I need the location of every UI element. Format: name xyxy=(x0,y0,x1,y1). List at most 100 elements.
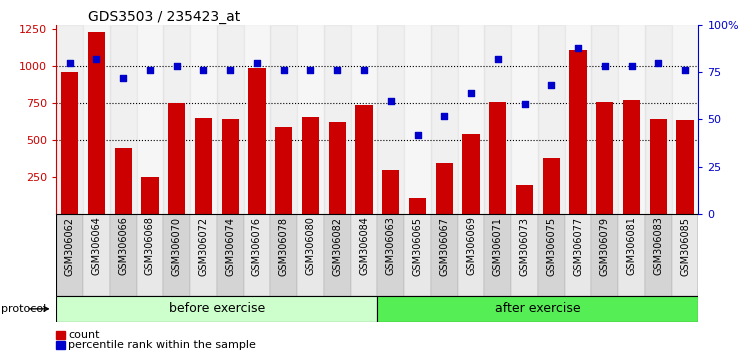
Bar xyxy=(163,214,190,296)
Text: GSM306070: GSM306070 xyxy=(172,217,182,276)
Text: GSM306068: GSM306068 xyxy=(145,217,155,275)
Point xyxy=(117,75,129,81)
Bar xyxy=(355,105,372,214)
Point xyxy=(465,90,477,96)
Point xyxy=(679,67,691,73)
Bar xyxy=(137,25,163,214)
Text: GSM306085: GSM306085 xyxy=(680,217,690,276)
Bar xyxy=(431,214,457,296)
Bar xyxy=(190,214,217,296)
Text: GSM306073: GSM306073 xyxy=(520,217,529,276)
Point xyxy=(439,113,451,119)
Text: count: count xyxy=(68,330,100,340)
Bar xyxy=(297,214,324,296)
Point xyxy=(90,56,102,62)
Bar xyxy=(511,214,538,296)
Point xyxy=(599,64,611,69)
Bar xyxy=(457,214,484,296)
Bar xyxy=(516,184,533,214)
Point xyxy=(518,102,530,107)
Text: GSM306076: GSM306076 xyxy=(252,217,262,276)
Bar xyxy=(324,214,351,296)
Bar xyxy=(324,25,351,214)
Point xyxy=(492,56,504,62)
Point xyxy=(385,98,397,103)
Text: GDS3503 / 235423_at: GDS3503 / 235423_at xyxy=(89,10,240,24)
Point xyxy=(225,67,237,73)
Text: protocol: protocol xyxy=(1,304,46,314)
Bar xyxy=(377,25,404,214)
Bar xyxy=(328,122,346,214)
Bar xyxy=(404,214,431,296)
Bar xyxy=(137,214,163,296)
Bar xyxy=(596,102,614,214)
Text: percentile rank within the sample: percentile rank within the sample xyxy=(68,340,256,350)
Bar xyxy=(88,32,105,214)
Point xyxy=(412,132,424,137)
Point xyxy=(304,67,316,73)
Bar xyxy=(275,127,292,214)
Bar xyxy=(217,214,243,296)
Bar xyxy=(141,177,158,214)
Bar xyxy=(351,214,377,296)
Text: GSM306071: GSM306071 xyxy=(493,217,502,276)
Bar xyxy=(542,158,560,214)
Text: GSM306077: GSM306077 xyxy=(573,217,583,276)
Bar xyxy=(61,72,78,214)
Bar xyxy=(163,25,190,214)
Bar xyxy=(114,148,132,214)
Bar xyxy=(195,118,213,214)
Point xyxy=(278,67,290,73)
Bar xyxy=(565,214,592,296)
Bar xyxy=(650,119,667,214)
Bar xyxy=(190,25,217,214)
Text: GSM306074: GSM306074 xyxy=(225,217,235,276)
Text: GSM306081: GSM306081 xyxy=(626,217,637,275)
Bar xyxy=(618,25,645,214)
Bar xyxy=(592,214,618,296)
Point xyxy=(144,67,156,73)
Text: GSM306062: GSM306062 xyxy=(65,217,74,276)
Bar xyxy=(457,25,484,214)
Bar xyxy=(618,214,645,296)
Text: GSM306066: GSM306066 xyxy=(118,217,128,275)
Bar xyxy=(511,25,538,214)
Bar xyxy=(436,163,453,214)
Bar xyxy=(377,214,404,296)
Bar xyxy=(56,214,83,296)
Point xyxy=(653,60,665,65)
Bar xyxy=(243,214,270,296)
Bar xyxy=(56,296,377,322)
Bar xyxy=(538,214,565,296)
Text: GSM306075: GSM306075 xyxy=(546,217,556,276)
Bar xyxy=(351,25,377,214)
Bar xyxy=(297,25,324,214)
Bar xyxy=(270,25,297,214)
Bar xyxy=(565,25,592,214)
Bar xyxy=(592,25,618,214)
Text: GSM306078: GSM306078 xyxy=(279,217,288,276)
Bar xyxy=(302,116,319,214)
Bar xyxy=(677,120,694,214)
Bar xyxy=(217,25,243,214)
Text: after exercise: after exercise xyxy=(495,302,581,315)
Point xyxy=(251,60,263,65)
Text: GSM306082: GSM306082 xyxy=(332,217,342,276)
Bar xyxy=(243,25,270,214)
Bar xyxy=(377,296,698,322)
Bar xyxy=(222,119,239,214)
Point xyxy=(572,45,584,50)
Text: GSM306067: GSM306067 xyxy=(439,217,449,276)
Bar xyxy=(671,25,698,214)
Bar xyxy=(56,25,83,214)
Bar xyxy=(489,102,506,214)
Bar xyxy=(484,214,511,296)
Text: GSM306080: GSM306080 xyxy=(306,217,315,275)
Bar xyxy=(83,214,110,296)
Text: GSM306065: GSM306065 xyxy=(412,217,423,276)
Bar xyxy=(538,25,565,214)
Text: GSM306064: GSM306064 xyxy=(92,217,101,275)
Bar xyxy=(83,25,110,214)
Point xyxy=(198,67,210,73)
Bar xyxy=(404,25,431,214)
